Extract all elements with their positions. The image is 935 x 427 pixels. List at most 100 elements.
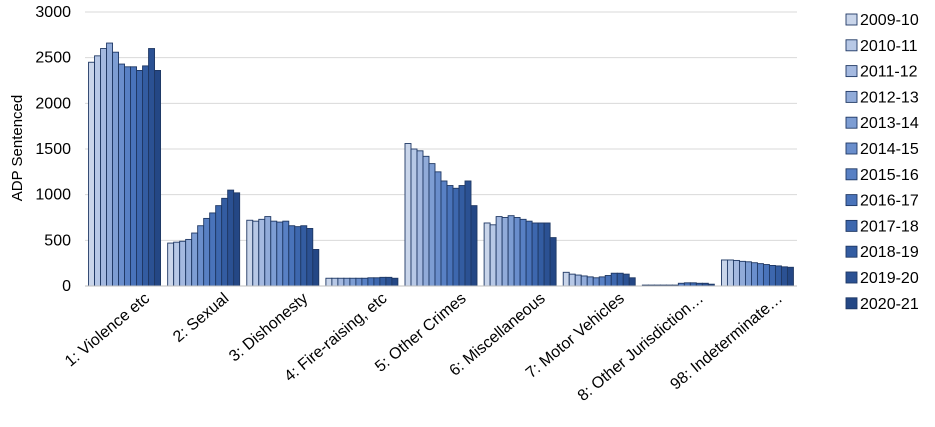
bar	[434, 171, 442, 287]
y-tick-label: 2000	[35, 95, 71, 112]
bar	[385, 276, 393, 287]
legend-swatch	[845, 65, 858, 78]
legend-swatch	[845, 116, 858, 129]
bar	[622, 273, 630, 287]
legend-label: 2010-11	[860, 38, 918, 55]
bar	[203, 217, 211, 287]
y-tick-label: 0	[62, 278, 71, 295]
bar	[489, 224, 497, 287]
legend-item: 2015-16	[845, 167, 919, 184]
bar	[720, 259, 728, 287]
bar	[252, 220, 260, 287]
bar	[537, 222, 545, 287]
legend-swatch	[845, 297, 858, 310]
legend-item: 2018-19	[845, 244, 919, 261]
y-tick-label: 500	[44, 232, 71, 249]
bar	[501, 217, 509, 287]
bar	[343, 277, 351, 287]
bar	[130, 66, 138, 287]
bar	[786, 266, 794, 287]
bar	[306, 228, 314, 287]
legend-swatch	[845, 90, 858, 103]
bar	[136, 70, 144, 287]
legend-swatch	[845, 271, 858, 284]
bar	[391, 277, 399, 287]
bar	[288, 225, 296, 287]
bar	[440, 180, 448, 287]
bar	[580, 275, 588, 287]
bar	[185, 238, 193, 287]
bar	[464, 180, 472, 287]
legend-label: 2015-16	[860, 167, 919, 184]
legend-item: 2011-12	[845, 64, 918, 81]
legend-label: 2009-10	[860, 12, 919, 29]
bar	[744, 261, 752, 287]
bar	[410, 148, 418, 287]
bar	[209, 212, 217, 287]
bar	[276, 221, 284, 287]
bar	[154, 70, 162, 287]
bar	[750, 262, 758, 287]
legend-swatch	[845, 194, 858, 207]
x-tick-label: 1: Violence etc	[62, 290, 153, 370]
bar	[483, 222, 491, 287]
bar	[507, 215, 515, 287]
bar	[446, 185, 454, 287]
legend-swatch	[845, 13, 858, 26]
bar	[458, 185, 466, 287]
bar	[270, 220, 278, 287]
legend-label: 2014-15	[860, 141, 919, 158]
bar	[331, 277, 339, 287]
bar	[495, 216, 503, 287]
bar	[124, 66, 132, 287]
bar	[470, 205, 478, 287]
bar	[628, 277, 636, 287]
legend-item: 2013-14	[845, 115, 919, 132]
bar	[416, 150, 424, 287]
legend-label: 2019-20	[860, 270, 919, 287]
bar	[246, 219, 254, 287]
bar	[616, 272, 624, 287]
bar	[543, 222, 551, 287]
bar	[519, 218, 527, 287]
legend-item: 2017-18	[845, 218, 919, 235]
bar	[373, 277, 381, 287]
bar	[574, 274, 582, 287]
legend-swatch	[845, 245, 858, 258]
bar	[215, 205, 223, 287]
bar	[197, 225, 205, 287]
legend-item: 2010-11	[845, 38, 918, 55]
bar	[191, 232, 199, 287]
bar	[112, 51, 120, 287]
bar	[106, 42, 114, 287]
bar	[148, 48, 156, 287]
bar	[300, 225, 308, 287]
bar	[118, 63, 126, 287]
bar	[179, 240, 187, 287]
bar	[258, 218, 266, 287]
legend-swatch	[845, 142, 858, 155]
bar	[404, 143, 412, 287]
y-tick-label: 2500	[35, 50, 71, 67]
bars	[88, 42, 794, 287]
bar	[142, 65, 150, 287]
bar	[531, 222, 539, 287]
legend-item: 2019-20	[845, 270, 919, 287]
legend-label: 2016-17	[860, 193, 919, 210]
legend-swatch	[845, 219, 858, 232]
y-tick-label: 3000	[35, 4, 71, 21]
x-tick-label: 8: Other Jurisdiction…	[575, 290, 707, 405]
y-axis-title: ADP Sentenced	[9, 95, 26, 201]
gridlines	[85, 11, 797, 241]
bar	[586, 276, 594, 287]
bar	[592, 277, 600, 287]
bar	[227, 189, 235, 287]
legend-swatch	[845, 39, 858, 52]
bar	[768, 265, 776, 287]
bar	[167, 242, 175, 287]
bar	[173, 241, 181, 287]
x-tick-label: 3: Dishonesty	[226, 290, 311, 365]
bar	[774, 265, 782, 287]
bar	[361, 277, 369, 287]
